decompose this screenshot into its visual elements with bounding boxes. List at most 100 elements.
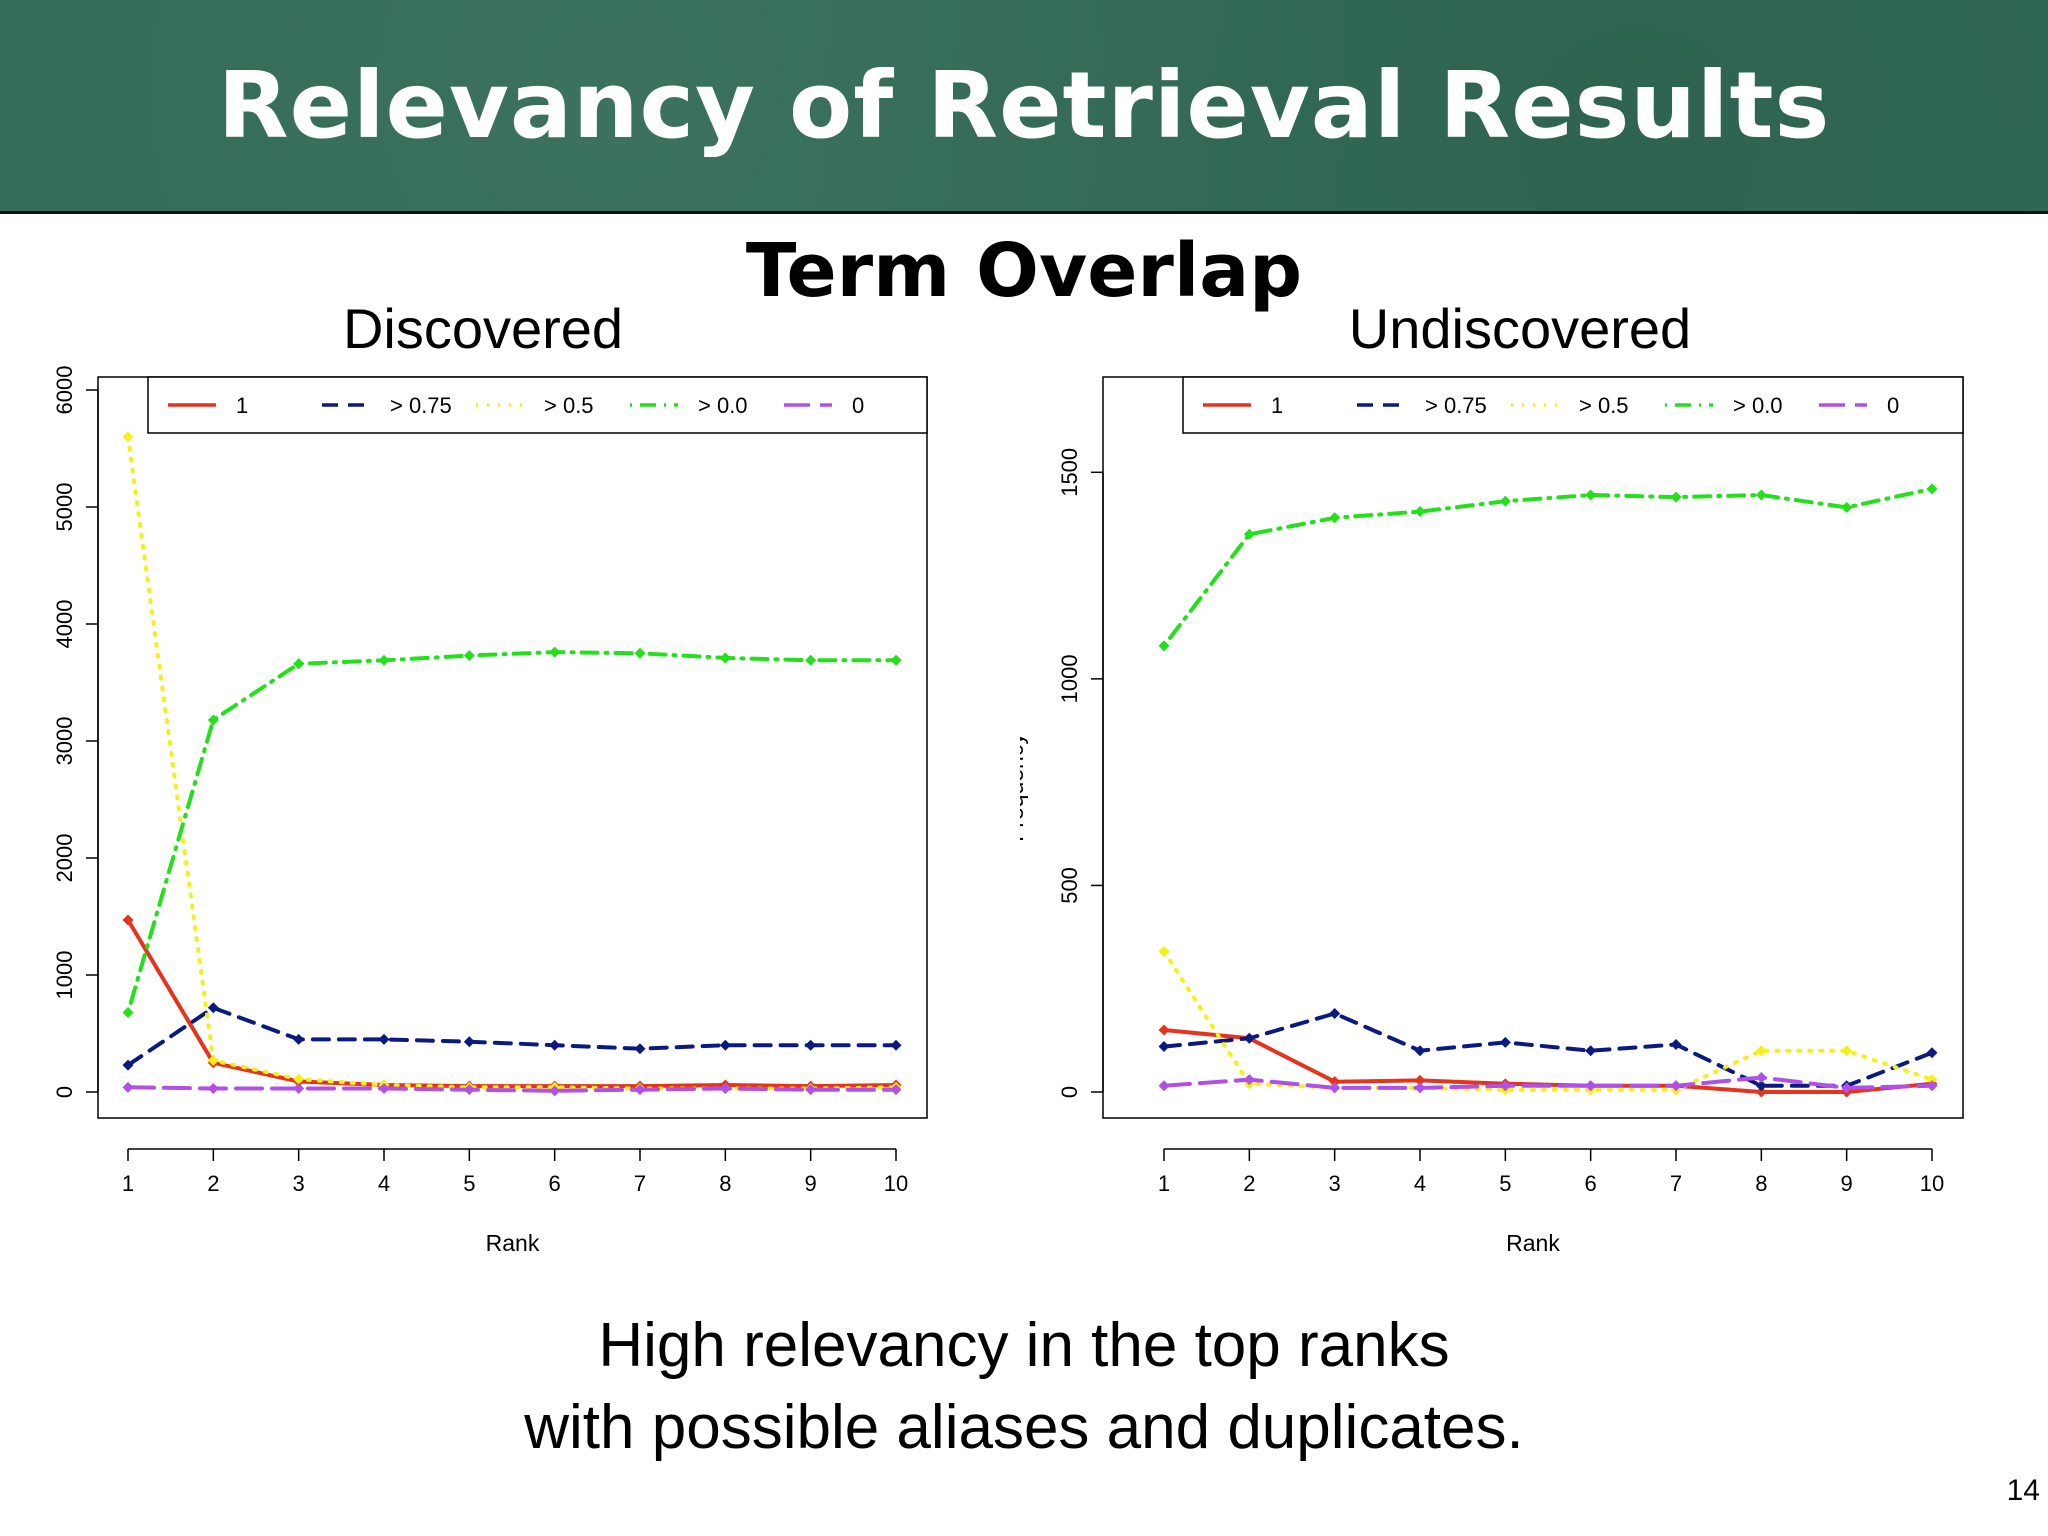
data-point bbox=[1755, 489, 1767, 501]
data-point bbox=[1841, 1082, 1853, 1094]
y-tick-label: 1000 bbox=[1057, 654, 1082, 703]
x-tick-label: 7 bbox=[1670, 1171, 1682, 1196]
x-tick-label: 4 bbox=[378, 1171, 390, 1196]
data-point bbox=[1841, 1045, 1853, 1057]
data-point bbox=[463, 1036, 475, 1048]
x-tick-label: 2 bbox=[1243, 1171, 1255, 1196]
y-tick-label: 500 bbox=[1057, 867, 1082, 904]
data-point bbox=[1670, 1080, 1682, 1092]
legend-label: > 0.0 bbox=[698, 393, 748, 418]
x-tick-label: 2 bbox=[207, 1171, 219, 1196]
y-tick-label: 1000 bbox=[52, 951, 77, 1000]
data-point bbox=[207, 1002, 219, 1014]
data-point bbox=[1499, 1080, 1511, 1092]
legend-label: 0 bbox=[852, 393, 864, 418]
data-point bbox=[207, 1082, 219, 1094]
series-line-0 bbox=[126, 918, 898, 1089]
data-point bbox=[1158, 640, 1170, 652]
data-point bbox=[207, 1054, 219, 1066]
data-point bbox=[122, 1081, 134, 1093]
x-tick-label: 3 bbox=[1329, 1171, 1341, 1196]
x-axis-label: Rank bbox=[486, 1230, 540, 1256]
data-point bbox=[805, 654, 817, 666]
chart-title-undiscovered: Undiscovered bbox=[1348, 297, 1692, 360]
data-point bbox=[805, 1084, 817, 1096]
data-point bbox=[1158, 1041, 1170, 1053]
data-point bbox=[293, 658, 305, 670]
data-point bbox=[549, 1085, 561, 1097]
data-point bbox=[1414, 1074, 1426, 1086]
data-point bbox=[1926, 483, 1938, 495]
series-line-3 bbox=[1162, 486, 1934, 648]
series-line-2 bbox=[1162, 949, 1934, 1092]
data-point bbox=[293, 1082, 305, 1094]
data-point bbox=[634, 1084, 646, 1096]
data-point bbox=[1926, 1080, 1938, 1092]
legend-label: 1 bbox=[1271, 393, 1283, 418]
data-point bbox=[1158, 1024, 1170, 1036]
y-tick-label: 0 bbox=[52, 1086, 77, 1098]
series-line-3 bbox=[126, 650, 898, 1015]
data-point bbox=[634, 1043, 646, 1055]
data-point bbox=[1670, 491, 1682, 503]
data-point bbox=[1329, 1076, 1341, 1088]
data-point bbox=[719, 1082, 731, 1094]
legend-label: > 0.75 bbox=[390, 393, 452, 418]
x-tick-label: 8 bbox=[1755, 1171, 1767, 1196]
x-tick-label: 8 bbox=[719, 1171, 731, 1196]
x-tick-label: 9 bbox=[1841, 1171, 1853, 1196]
data-point bbox=[1499, 495, 1511, 507]
data-point bbox=[1841, 501, 1853, 513]
data-point bbox=[463, 650, 475, 662]
data-point bbox=[293, 1073, 305, 1085]
data-point bbox=[122, 914, 134, 926]
data-point bbox=[1585, 489, 1597, 501]
x-tick-label: 5 bbox=[463, 1171, 475, 1196]
slide-subtitle: Term Overlap bbox=[745, 228, 1303, 314]
plot-frame bbox=[97, 376, 928, 1119]
data-point bbox=[890, 654, 902, 666]
data-point bbox=[378, 654, 390, 666]
data-point bbox=[122, 1059, 134, 1071]
x-tick-label: 1 bbox=[122, 1171, 134, 1196]
data-point bbox=[122, 431, 134, 443]
y-tick-label: 0 bbox=[1057, 1086, 1082, 1098]
data-point bbox=[890, 1084, 902, 1096]
data-point bbox=[1926, 1074, 1938, 1086]
data-point bbox=[1329, 1008, 1341, 1020]
x-tick-label: 4 bbox=[1414, 1171, 1426, 1196]
data-point bbox=[1158, 1080, 1170, 1092]
legend-label: > 0.75 bbox=[1425, 393, 1487, 418]
x-tick-label: 10 bbox=[884, 1171, 908, 1196]
data-point bbox=[1670, 1038, 1682, 1050]
series-line-1 bbox=[126, 1005, 898, 1068]
x-tick-label: 6 bbox=[549, 1171, 561, 1196]
data-point bbox=[719, 652, 731, 664]
data-point bbox=[1414, 1082, 1426, 1094]
data-point bbox=[378, 1033, 390, 1045]
data-point bbox=[1243, 1032, 1255, 1044]
y-tick-label: 2000 bbox=[52, 834, 77, 883]
y-tick-label: 4000 bbox=[52, 600, 77, 649]
slide-title: Relevancy of Retrieval Results bbox=[217, 52, 1831, 159]
series-line-2 bbox=[126, 434, 898, 1091]
data-point bbox=[805, 1039, 817, 1051]
data-point bbox=[1585, 1080, 1597, 1092]
legend-label: > 0.5 bbox=[544, 393, 594, 418]
data-point bbox=[1755, 1086, 1767, 1098]
data-point bbox=[1414, 506, 1426, 518]
y-tick-label: 3000 bbox=[52, 717, 77, 766]
x-tick-label: 3 bbox=[293, 1171, 305, 1196]
data-point bbox=[1329, 512, 1341, 524]
data-point bbox=[1158, 946, 1170, 958]
series-line-4 bbox=[126, 1085, 898, 1093]
chart-undiscovered: 0 500 1000 1500 1 2 3 4 5 6 7 8 9 10 Rank Frequency 1 > 0… bbox=[1020, 376, 1964, 1256]
data-point bbox=[890, 1039, 902, 1051]
data-point bbox=[549, 646, 561, 658]
legend-label: > 0.0 bbox=[1733, 393, 1783, 418]
plot-frame bbox=[1102, 376, 1964, 1119]
data-point bbox=[378, 1082, 390, 1094]
data-point bbox=[1926, 1047, 1938, 1059]
footer-line-2: with possible aliases and duplicates. bbox=[524, 1393, 1524, 1462]
